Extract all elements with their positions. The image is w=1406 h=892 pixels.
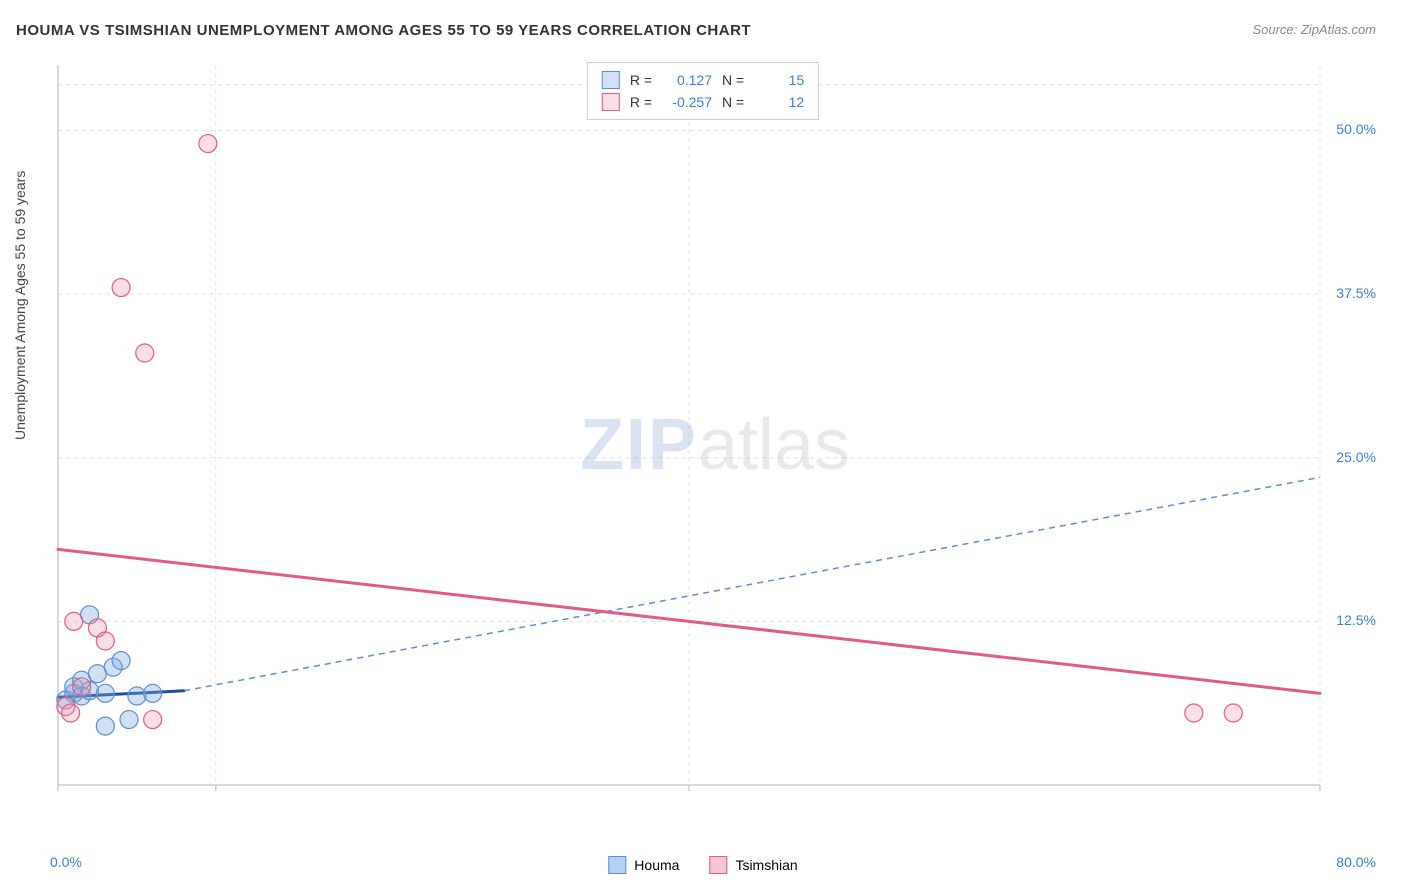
swatch-houma-bottom xyxy=(608,856,626,874)
x-tick-max: 80.0% xyxy=(1336,854,1376,870)
y-tick-label: 50.0% xyxy=(1336,121,1376,137)
x-tick-min: 0.0% xyxy=(50,854,82,870)
n-label: N = xyxy=(722,94,744,110)
legend-item-houma: Houma xyxy=(608,856,679,874)
r-label: R = xyxy=(630,94,652,110)
scatter-plot: ZIPatlas xyxy=(50,55,1380,835)
plot-svg xyxy=(50,55,1380,835)
r-value-tsimshian: -0.257 xyxy=(662,94,712,110)
legend-label-tsimshian: Tsimshian xyxy=(735,857,797,873)
y-axis-label: Unemployment Among Ages 55 to 59 years xyxy=(12,171,28,440)
y-tick-label: 25.0% xyxy=(1336,449,1376,465)
swatch-houma xyxy=(602,71,620,89)
swatch-tsimshian xyxy=(602,93,620,111)
legend-row-houma: R = 0.127 N = 15 xyxy=(602,69,804,91)
chart-title: HOUMA VS TSIMSHIAN UNEMPLOYMENT AMONG AG… xyxy=(16,22,751,39)
legend-item-tsimshian: Tsimshian xyxy=(709,856,797,874)
n-label: N = xyxy=(722,72,744,88)
series-legend: Houma Tsimshian xyxy=(608,856,797,874)
swatch-tsimshian-bottom xyxy=(709,856,727,874)
n-value-tsimshian: 12 xyxy=(754,94,804,110)
y-tick-label: 37.5% xyxy=(1336,285,1376,301)
correlation-legend: R = 0.127 N = 15 R = -0.257 N = 12 xyxy=(587,62,819,120)
r-label: R = xyxy=(630,72,652,88)
r-value-houma: 0.127 xyxy=(662,72,712,88)
legend-label-houma: Houma xyxy=(634,857,679,873)
n-value-houma: 15 xyxy=(754,72,804,88)
legend-row-tsimshian: R = -0.257 N = 12 xyxy=(602,91,804,113)
source-attribution: Source: ZipAtlas.com xyxy=(1252,22,1376,37)
y-tick-label: 12.5% xyxy=(1336,612,1376,628)
